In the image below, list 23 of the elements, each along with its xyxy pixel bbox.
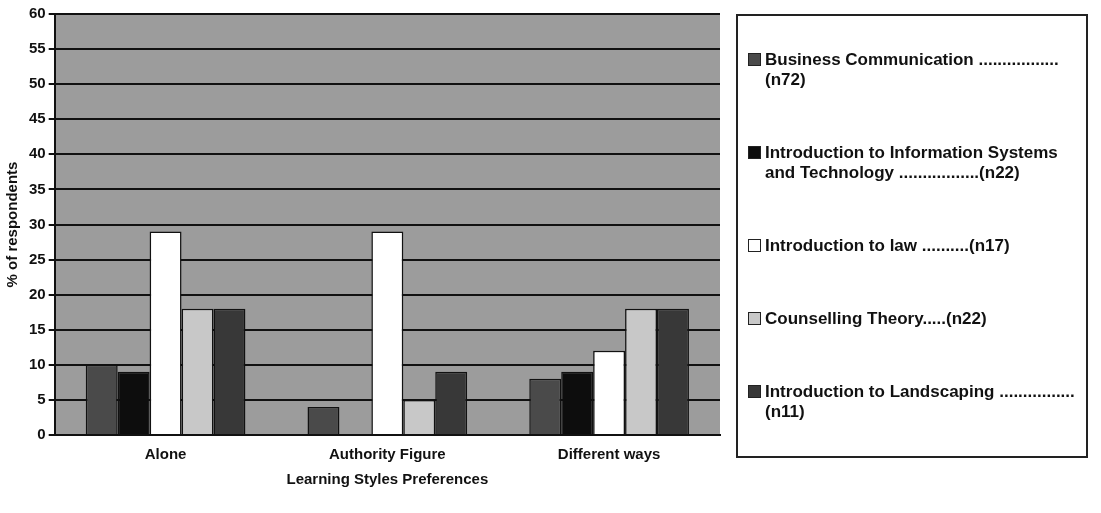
y-tick-label: 45 — [29, 109, 46, 127]
x-tick-label: Different ways — [557, 445, 661, 463]
x-tick-label: Authority Figure — [329, 445, 446, 463]
y-tick-label: 35 — [29, 179, 46, 197]
y-tick-label: 30 — [29, 214, 46, 232]
y-tick-label: 5 — [37, 390, 46, 408]
legend-label: Introduction to Information Systems and Technology .................(n22) — [765, 143, 1059, 184]
y-axis-title: % of respondents — [3, 161, 21, 288]
y-tick-label: 20 — [29, 284, 46, 302]
y-tick-label: 10 — [29, 354, 46, 372]
y-tick-label: 50 — [29, 74, 46, 92]
x-axis-title: Learning Styles Preferences — [286, 470, 489, 488]
y-tick-label: 55 — [29, 39, 46, 57]
x-tick-label: Alone — [144, 445, 187, 463]
y-tick-label: 40 — [29, 144, 46, 162]
legend-label: Counselling Theory.....(n22) — [765, 308, 987, 329]
legend-label: Business Communication .................(n72) — [765, 50, 1060, 91]
legend-label: Introduction to Landscaping ................(n11) — [765, 381, 1076, 422]
legend-label: Introduction to law ..........(n17) — [765, 235, 1010, 256]
y-tick-label: 60 — [29, 4, 46, 22]
y-tick-label: 0 — [37, 425, 46, 443]
y-tick-label: 15 — [29, 319, 46, 337]
y-tick-label: 25 — [29, 249, 46, 267]
